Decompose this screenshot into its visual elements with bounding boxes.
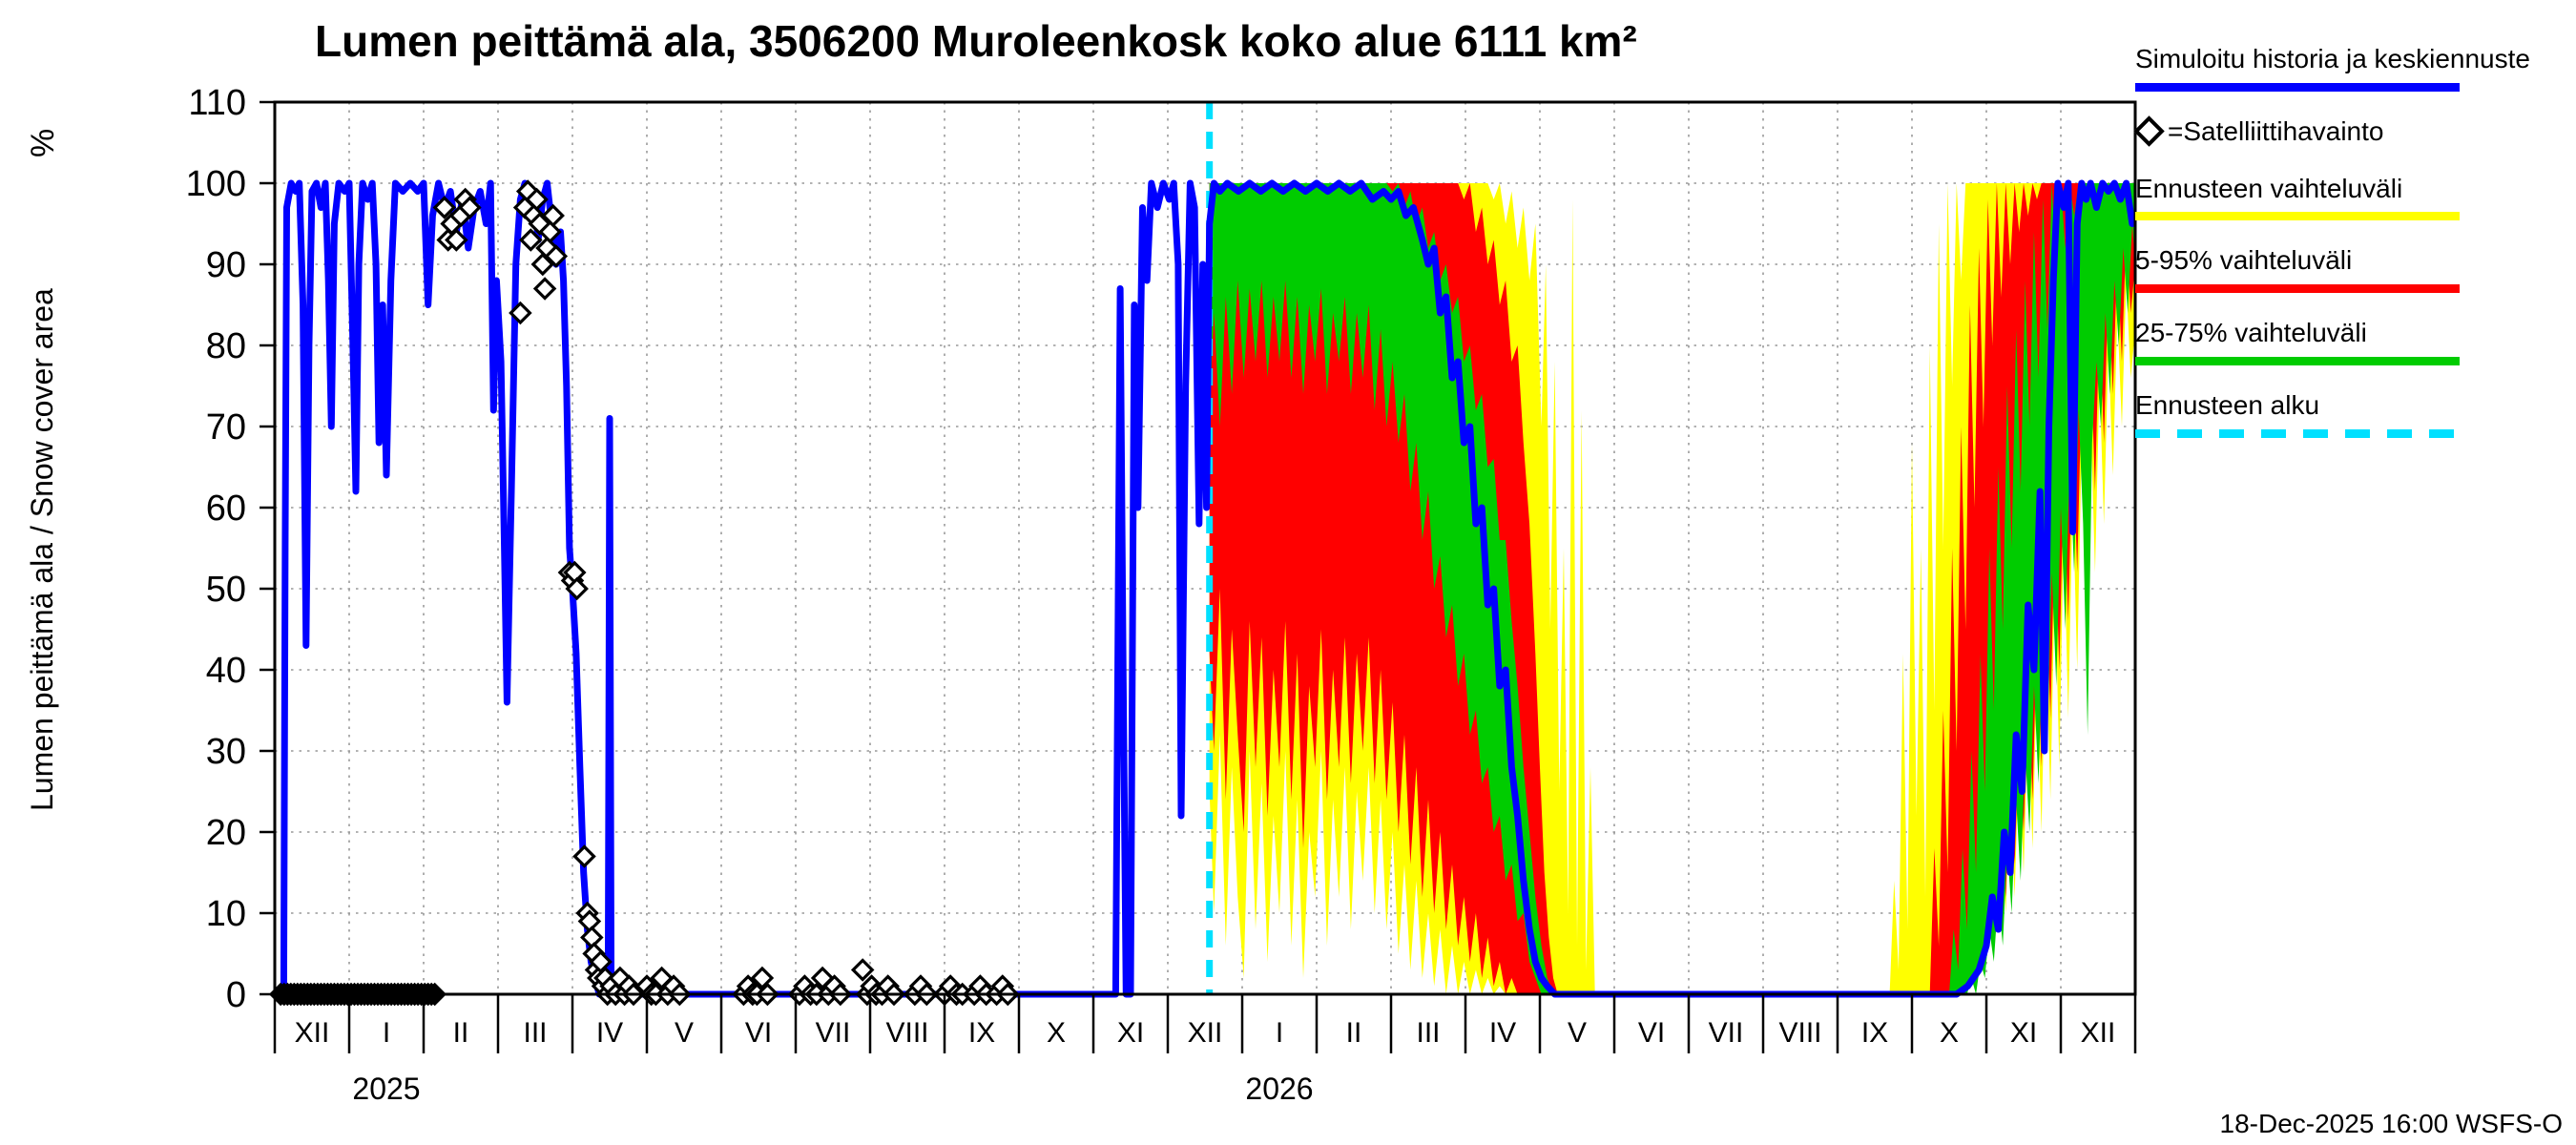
y-axis-labels: 0 10 20 30 40 50 60 70 80 90 100 110: [186, 83, 275, 1015]
legend-swatch-line: [2135, 212, 2460, 221]
month-tick-label: VIII: [1778, 1017, 1821, 1049]
legend-label: Ennusteen vaihteluväli: [2135, 173, 2403, 203]
y-tick-label: 10: [206, 894, 246, 934]
legend-swatch-dashed-line: [2135, 428, 2460, 438]
y-tick-label: 40: [206, 651, 246, 691]
year-label: 2026: [1245, 1072, 1313, 1106]
plot-border: [273, 100, 2137, 996]
timestamp-label: 18-Dec-2025 16:00 WSFS-O: [2219, 1109, 2564, 1138]
month-tick-label: X: [1940, 1017, 1959, 1049]
legend-item-5: Ennusteen alku: [2135, 388, 2569, 438]
chart-title: Lumen peittämä ala, 3506200 Muroleenkosk…: [315, 16, 1637, 66]
legend-swatch-line: [2135, 357, 2460, 366]
band-25-75: [1209, 183, 2135, 994]
legend-item-0: Simuloitu historia ja keskiennuste: [2135, 42, 2569, 92]
month-tick-label: VI: [1638, 1017, 1665, 1049]
month-tick-label: V: [675, 1017, 694, 1049]
y-tick-label: 30: [206, 732, 246, 772]
month-tick-label: X: [1047, 1017, 1066, 1049]
year-label: 2025: [352, 1072, 420, 1106]
month-tick-label: VII: [1709, 1017, 1744, 1049]
legend-swatch-line: [2135, 82, 2460, 92]
month-tick-label: VII: [816, 1017, 851, 1049]
legend-label: Ennusteen alku: [2135, 390, 2320, 421]
month-tick-label: XI: [2010, 1017, 2037, 1049]
y-tick-label: 110: [188, 83, 246, 123]
month-tick-label: VI: [745, 1017, 772, 1049]
x-axis-labels: XII I II III IV V VI VII VIII IX X XI XII I II III IV V VI…: [273, 994, 2137, 1106]
legend-item-3: 5-95% vaihteluväli: [2135, 243, 2569, 294]
legend-label: =Satelliittihavainto: [2133, 114, 2569, 149]
y-tick-label: 100: [186, 164, 246, 204]
month-tick-label: I: [1276, 1017, 1283, 1049]
month-tick-label: IV: [596, 1017, 623, 1049]
y-tick-label: 50: [206, 570, 246, 610]
month-tick-label: III: [1416, 1017, 1440, 1049]
month-tick-label: II: [453, 1017, 469, 1049]
legend-label: Simuloitu historia ja keskiennuste: [2135, 44, 2530, 73]
month-tick-label: III: [523, 1017, 547, 1049]
month-tick-label: VIII: [885, 1017, 928, 1049]
legend-label: 25-75% vaihteluväli: [2135, 318, 2367, 348]
month-tick-label: XII: [2081, 1017, 2116, 1049]
legend: Simuloitu historia ja keskiennuste =Satel…: [2133, 42, 2569, 461]
y-tick-label: 60: [206, 489, 246, 529]
month-tick-label: XI: [1117, 1017, 1144, 1049]
month-tick-label: I: [383, 1017, 390, 1049]
month-tick-label: XII: [1188, 1017, 1223, 1049]
satellite-observations: [268, 179, 1020, 1007]
month-tick-label: V: [1568, 1017, 1587, 1049]
y-tick-label: 0: [226, 975, 246, 1015]
month-tick-label: IX: [1861, 1017, 1888, 1049]
y-tick-label: 20: [206, 813, 246, 853]
month-tick-label: XII: [295, 1017, 330, 1049]
y-tick-label: 90: [206, 245, 246, 285]
legend-item-1: =Satelliittihavainto: [2133, 114, 2569, 149]
y-tick-label: 70: [206, 407, 246, 448]
month-tick-label: IV: [1489, 1017, 1516, 1049]
legend-item-4: 25-75% vaihteluväli: [2135, 316, 2569, 366]
legend-label: 5-95% vaihteluväli: [2135, 245, 2353, 276]
month-tick-label: II: [1346, 1017, 1362, 1049]
month-tick-label: IX: [968, 1017, 995, 1049]
y-tick-label: 80: [206, 326, 246, 366]
satellite-diamond-icon: [2133, 115, 2165, 147]
legend-item-2: Ennusteen vaihteluväli: [2135, 172, 2569, 221]
legend-swatch-line: [2135, 284, 2460, 294]
